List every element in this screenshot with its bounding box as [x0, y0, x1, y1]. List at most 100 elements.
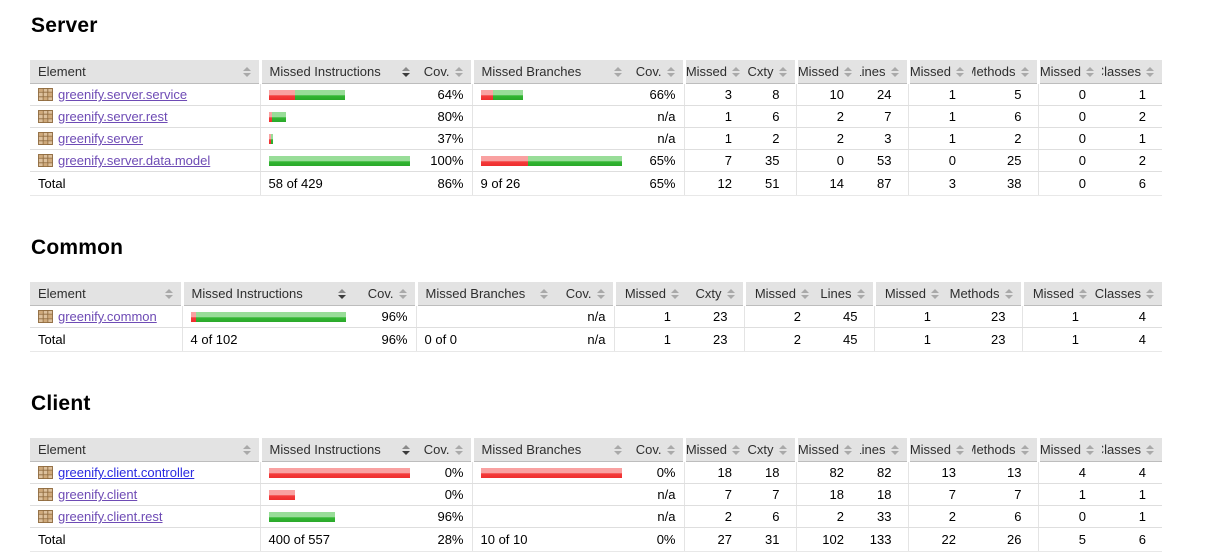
- column-header-cov[interactable]: Cov.: [418, 438, 472, 462]
- column-header-missed[interactable]: Missed: [1020, 282, 1095, 306]
- coverage-bar: [268, 111, 411, 122]
- bar-red-missed: [268, 111, 272, 122]
- column-label: Methods: [949, 286, 1000, 301]
- report-section: Common Element Missed Instructions Cov. Mis…: [30, 236, 1190, 352]
- package-link[interactable]: greenify.server.service: [58, 87, 188, 102]
- column-header-missed[interactable]: Missed: [682, 60, 748, 84]
- column-header-cov[interactable]: Cov.: [418, 60, 472, 84]
- column-header-missed-branches[interactable]: Missed Branches: [414, 282, 556, 306]
- column-header-missed[interactable]: Missed: [906, 438, 972, 462]
- column-header-missed[interactable]: Missed: [1036, 60, 1102, 84]
- sort-icon: [1146, 288, 1154, 299]
- package-link[interactable]: greenify.server: [58, 131, 144, 146]
- total-label: Total: [30, 527, 260, 552]
- sort-icon: [454, 66, 463, 77]
- column-header-missed[interactable]: Missed: [794, 60, 860, 84]
- column-header-cov[interactable]: Cov.: [630, 60, 684, 84]
- column-header-missed[interactable]: Missed: [612, 282, 687, 306]
- column-header-missed-instructions[interactable]: Missed Instructions: [180, 282, 354, 306]
- metric-cell: 2: [1102, 105, 1162, 128]
- package-link[interactable]: greenify.server.data.model: [58, 153, 211, 168]
- column-header-missed[interactable]: Missed: [742, 282, 817, 306]
- column-header-classes[interactable]: Classes: [1095, 282, 1162, 306]
- metric-cell: 33: [860, 505, 908, 528]
- metric-cell: 1: [683, 105, 748, 128]
- column-header-lines[interactable]: Lines: [860, 60, 908, 84]
- column-header-methods[interactable]: Methods: [972, 60, 1038, 84]
- sort-icon: [1020, 444, 1029, 455]
- coverage-bar-cell: [415, 305, 556, 328]
- table-row: greenify.client 0% n/a 7 7 18 18 7 7 1 1: [30, 483, 1162, 506]
- metric-cell: 1: [873, 305, 947, 328]
- element-cell: greenify.server.service: [30, 83, 260, 106]
- coverage-report: Server Element Missed Instructions Cov. Mis…: [30, 14, 1190, 552]
- column-header-cxty[interactable]: Cxty: [748, 438, 796, 462]
- bar-red-missed: [480, 89, 493, 100]
- column-label: Missed: [884, 286, 926, 301]
- package-icon: [38, 488, 53, 501]
- package-link[interactable]: greenify.server.rest: [58, 109, 168, 124]
- table-row: greenify.server.service 64% 66% 3 8 10 24 1 5 0 1: [30, 83, 1162, 106]
- coverage-percent-cell: 0%: [418, 483, 472, 506]
- sort-icon: [614, 66, 622, 77]
- sort-icon: [596, 288, 605, 299]
- metric-cell: 2: [907, 505, 972, 528]
- column-header-cov[interactable]: Cov.: [630, 438, 684, 462]
- coverage-percent-cell: 86%: [418, 171, 472, 196]
- metric-cell: 26: [972, 527, 1038, 552]
- coverage-bar: [480, 89, 623, 100]
- metric-cell: 0: [1037, 105, 1102, 128]
- column-header-element[interactable]: Element: [30, 60, 260, 84]
- total-label: Total: [30, 327, 182, 352]
- column-header-element[interactable]: Element: [30, 438, 260, 462]
- column-header-lines[interactable]: Lines: [817, 282, 874, 306]
- coverage-table: Element Missed Instructions Cov. Missed Bra…: [30, 282, 1162, 352]
- package-link[interactable]: greenify.client: [58, 487, 138, 502]
- column-header-methods[interactable]: Methods: [972, 438, 1038, 462]
- column-header-classes[interactable]: Classes: [1102, 60, 1162, 84]
- column-header-cxty[interactable]: Cxty: [687, 282, 744, 306]
- package-link[interactable]: greenify.common: [58, 309, 157, 324]
- coverage-bar-cell: [259, 127, 418, 150]
- column-header-missed-branches[interactable]: Missed Branches: [470, 438, 630, 462]
- column-label: Lines: [860, 442, 886, 457]
- package-link[interactable]: greenify.client.rest: [58, 509, 163, 524]
- column-header-classes[interactable]: Classes: [1102, 438, 1162, 462]
- column-label: Cxty: [748, 442, 774, 457]
- column-header-missed-instructions[interactable]: Missed Instructions: [258, 438, 418, 462]
- metric-cell: 2: [795, 505, 860, 528]
- metric-cell: 45: [817, 327, 874, 352]
- header-row: Element Missed Instructions Cov. Missed Bra…: [30, 438, 1162, 462]
- metric-cell: 23: [947, 327, 1022, 352]
- column-header-missed[interactable]: Missed: [872, 282, 947, 306]
- column-header-missed-instructions[interactable]: Missed Instructions: [258, 60, 418, 84]
- sort-icon: [844, 66, 852, 77]
- column-header-cov[interactable]: Cov.: [354, 282, 416, 306]
- metric-cell: 18: [748, 461, 796, 484]
- coverage-percent-cell: 28%: [418, 527, 472, 552]
- metric-cell: 5: [1037, 527, 1102, 552]
- column-header-element[interactable]: Element: [30, 282, 182, 306]
- package-icon: [38, 466, 53, 479]
- column-header-missed[interactable]: Missed: [682, 438, 748, 462]
- coverage-bar-cell: [181, 305, 354, 328]
- column-header-methods[interactable]: Methods: [947, 282, 1022, 306]
- element-cell: greenify.client: [30, 483, 260, 506]
- total-branches: 10 of 10: [471, 527, 630, 552]
- sort-icon: [778, 444, 787, 455]
- metric-cell: 1: [1102, 505, 1162, 528]
- sort-icon: [726, 288, 735, 299]
- column-header-cxty[interactable]: Cxty: [748, 60, 796, 84]
- package-link[interactable]: greenify.client.controller: [58, 465, 195, 480]
- column-header-missed[interactable]: Missed: [906, 60, 972, 84]
- coverage-bar-cell: [471, 461, 630, 484]
- metric-cell: 2: [1102, 149, 1162, 172]
- column-header-lines[interactable]: Lines: [860, 438, 908, 462]
- column-header-missed[interactable]: Missed: [794, 438, 860, 462]
- column-header-missed[interactable]: Missed: [1036, 438, 1102, 462]
- metric-cell: 3: [860, 127, 908, 150]
- column-header-cov[interactable]: Cov.: [556, 282, 614, 306]
- metric-cell: 7: [907, 483, 972, 506]
- metric-cell: 87: [860, 171, 908, 196]
- column-header-missed-branches[interactable]: Missed Branches: [470, 60, 630, 84]
